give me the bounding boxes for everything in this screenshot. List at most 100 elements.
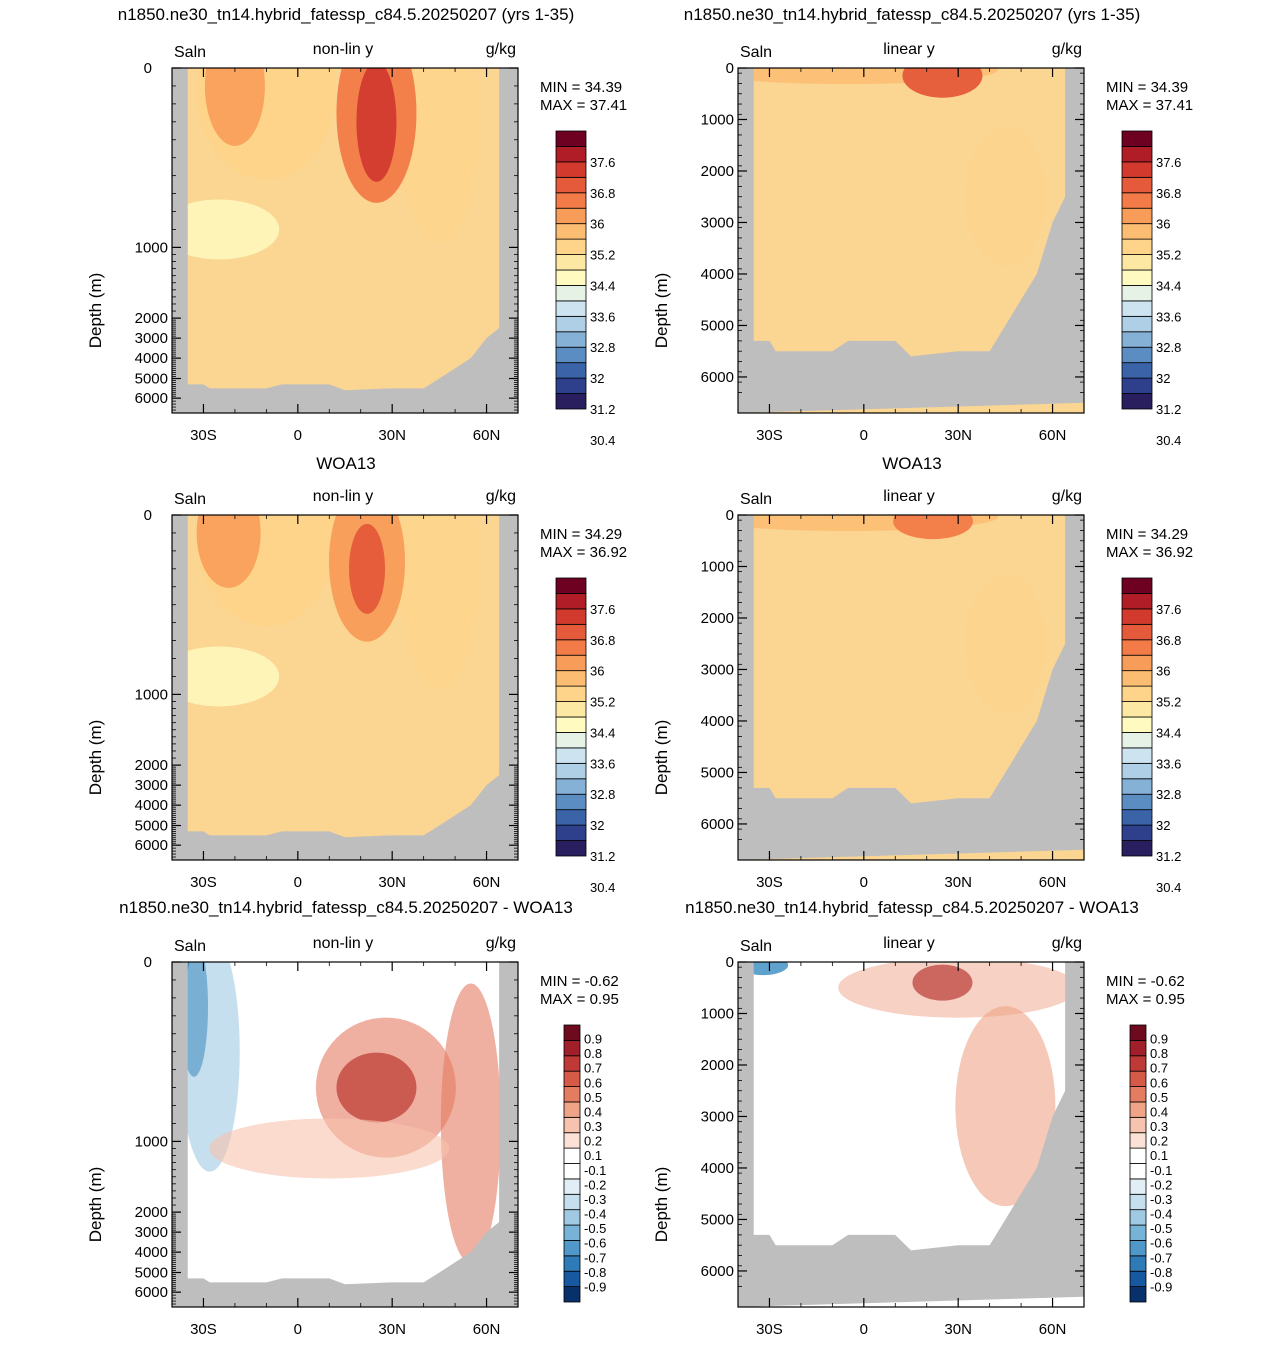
colorbar-swatch [555, 331, 587, 348]
plot-frame [171, 961, 519, 1308]
colorbar: 0.90.80.70.60.50.40.30.20.1-0.1-0.2-0.3-… [1129, 1024, 1172, 1303]
y-tick-label: 1000 [701, 558, 734, 575]
colorbar-swatch [555, 176, 587, 194]
x-tick-label: 60N [1039, 874, 1067, 891]
y-tick-label: 4000 [135, 1244, 168, 1261]
x-tick-label: 30S [756, 1321, 783, 1338]
units-label: g/kg [1052, 488, 1082, 505]
y-tick-label: 2000 [701, 163, 734, 180]
colorbar-swatch [555, 623, 587, 641]
plot-area [172, 962, 518, 1307]
colorbar-label: 32 [590, 818, 604, 833]
colorbar-swatch [555, 393, 587, 410]
min-value-label: MIN = 34.29 [540, 526, 622, 543]
x-tick-label: 30S [756, 427, 783, 444]
y-tick-label: 4000 [135, 350, 168, 367]
colorbar-swatch [1129, 1132, 1147, 1149]
colorbar-label: 32 [1156, 371, 1170, 386]
x-tick-label: 30N [944, 1321, 972, 1338]
axis-mode-label: linear y [883, 41, 935, 58]
panel-diff-nonlinear: Saln non-lin y g/kg 0 1000 2000 3000 4000 5000 60… [86, 935, 619, 1338]
colorbar-label: 34.4 [1156, 278, 1181, 293]
y-tick-label: 4000 [701, 713, 734, 730]
y-tick-label: 6000 [701, 1263, 734, 1280]
colorbar-swatch [1129, 1255, 1147, 1272]
panel-obs-nonlinear: Saln non-lin y g/kg 0 1000 2000 3000 4000 5000 60… [86, 488, 627, 895]
colorbar-swatch [563, 1209, 581, 1226]
units-label: g/kg [1052, 935, 1082, 952]
panel-obs-linear: Saln linear y g/kg 0 1000 2000 3000 4000 5000 600… [652, 488, 1193, 895]
colorbar-swatch [555, 254, 587, 271]
panel-title-4: n1850.ne30_tn14.hybrid_fatessp_c84.5.202… [119, 898, 573, 917]
colorbar-swatch [1121, 269, 1153, 286]
colorbar-swatch [1121, 840, 1153, 857]
colorbar-label: 0.5 [584, 1090, 602, 1105]
x-tick-label: 30N [378, 427, 406, 444]
colorbar-label: -0.2 [584, 1177, 606, 1192]
axis-mode-label: non-lin y [313, 41, 373, 58]
colorbar-label: 0.2 [584, 1134, 602, 1149]
colorbar-swatch [563, 1132, 581, 1149]
intermediate-fresh-water [172, 646, 280, 707]
x-tick-label: 0 [294, 874, 302, 891]
colorbar-swatch [1121, 608, 1153, 625]
y-tick-label: 4000 [701, 1160, 734, 1177]
colorbar-label: 37.6 [1156, 602, 1181, 617]
y-tick-label: 3000 [701, 661, 734, 678]
colorbar-swatch [563, 1147, 581, 1164]
min-value-label: MIN = -0.62 [1106, 973, 1185, 990]
colorbar-label: 32.8 [1156, 340, 1181, 355]
colorbar-label: 36 [590, 664, 604, 679]
colorbar-swatch [555, 377, 587, 394]
max-value-label: MAX = 0.95 [1106, 991, 1185, 1008]
y-tick-label: 0 [144, 507, 152, 524]
colorbar: 37.6 36.8 36 35.2 34.4 33.6 32.8 32 31.2 30.4 [1121, 130, 1181, 448]
y-axis-label: Depth (m) [86, 1167, 105, 1243]
colorbar-swatch [1129, 1147, 1147, 1164]
colorbar-label: 34.4 [590, 278, 615, 293]
land-mask [738, 68, 1084, 413]
north-atlantic-band [399, 515, 480, 689]
x-tick-label: 0 [860, 874, 868, 891]
y-tick-label: 2000 [135, 757, 168, 774]
x-tick-label: 30N [378, 874, 406, 891]
colorbar-swatch [555, 346, 587, 364]
colorbar-label: 0.6 [1150, 1075, 1168, 1090]
colorbar-swatch [1121, 254, 1153, 271]
y-tick-label: 5000 [701, 1211, 734, 1228]
colorbar-label: 35.2 [590, 695, 615, 710]
colorbar-label: -0.8 [584, 1265, 606, 1280]
subtropical-high [902, 68, 983, 98]
colorbar-swatch [555, 577, 587, 594]
colorbar: 37.6 36.8 36 35.2 34.4 33.6 32.8 32 31.2 30.4 [555, 577, 615, 895]
colorbar-swatch [555, 685, 587, 702]
positive-anomaly-halo [838, 962, 1079, 1018]
colorbar-label: 36.8 [1156, 633, 1181, 648]
colorbar-swatch [1121, 300, 1153, 317]
panel-diff-linear: Saln linear y g/kg 0 1000 2000 3000 4000 5000 600… [652, 935, 1185, 1338]
colorbar-swatch [563, 1024, 581, 1041]
x-tick-label: 30N [944, 874, 972, 891]
colorbar-swatch [1129, 1039, 1147, 1057]
colorbar-label: 37.6 [1156, 155, 1181, 170]
colorbar-label: 31.2 [590, 402, 615, 417]
x-tick-label: 0 [294, 427, 302, 444]
colorbar-swatch [1121, 176, 1153, 194]
colorbar-swatch [555, 793, 587, 811]
colorbar-label: 30.4 [1156, 433, 1181, 448]
colorbar-label: 0.2 [1150, 1134, 1168, 1149]
colorbar-swatch [1121, 577, 1153, 594]
colorbar-label: -0.1 [1150, 1163, 1172, 1178]
colorbar-swatch [555, 207, 587, 225]
colorbar-label: 0.8 [584, 1046, 602, 1061]
colorbar-label: 36 [1156, 217, 1170, 232]
colorbar-label: -0.9 [584, 1279, 606, 1294]
colorbar-label: 31.2 [590, 849, 615, 864]
axis-mode-label: linear y [883, 488, 935, 505]
colorbar-swatch [563, 1240, 581, 1257]
colorbar-swatch [555, 654, 587, 672]
colorbar-label: 0.4 [1150, 1104, 1168, 1119]
colorbar-swatch [555, 192, 587, 209]
x-tick-label: 60N [473, 874, 501, 891]
colorbar-swatch [1129, 1116, 1147, 1134]
